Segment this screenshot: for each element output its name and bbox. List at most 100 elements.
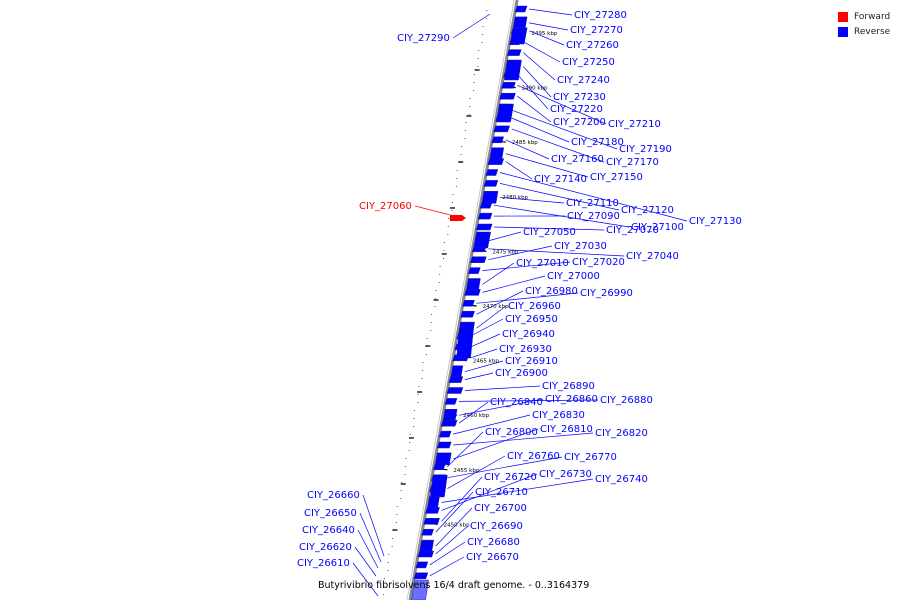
gene-label: CIY_26930 [499, 344, 552, 355]
gene-label: CIY_27000 [547, 271, 600, 282]
gene-label: CIY_27070 [606, 225, 659, 236]
leader-line [464, 372, 494, 380]
leader-line [482, 261, 571, 271]
track-dot [482, 26, 484, 27]
leader-line [453, 414, 531, 435]
legend-forward-label: Forward [854, 11, 891, 22]
leader-line [435, 507, 473, 547]
track-dot [418, 386, 420, 387]
leader-line [470, 333, 501, 348]
gene-label: CIY_27260 [566, 40, 619, 51]
reverse-gene-feature [504, 59, 522, 81]
track-dot [396, 506, 398, 507]
leader-line [359, 512, 382, 563]
gene-label: CIY_26740 [595, 474, 648, 485]
reverse-gene-feature [477, 212, 493, 220]
leader-line [414, 205, 463, 219]
gene-label: CIY_26860 [545, 394, 598, 405]
track-dot [401, 482, 403, 483]
leader-line [505, 153, 589, 178]
gene-label: CIY_27100 [631, 222, 684, 233]
reverse-gene-feature [432, 463, 446, 471]
gene-label: CIY_27170 [606, 157, 659, 168]
reverse-gene-feature [489, 147, 505, 160]
track-dot [485, 18, 487, 19]
gene-label: CIY_27020 [572, 257, 625, 268]
leader-line [523, 41, 561, 63]
leader-line [441, 476, 483, 522]
leader-line [505, 139, 550, 160]
track-dot [404, 466, 406, 467]
reverse-gene-feature [469, 256, 487, 263]
gene-label: CIY_26820 [595, 428, 648, 439]
leader-line [523, 52, 556, 81]
gene-label: CIY_26990 [580, 288, 633, 299]
track-dot [464, 130, 466, 131]
reverse-gene-feature [417, 550, 435, 558]
reverse-gene-feature [496, 103, 514, 123]
reverse-gene-feature [413, 572, 429, 580]
gene-label: CIY_27270 [570, 25, 623, 36]
leader-line [476, 305, 507, 329]
track-dot [451, 210, 453, 211]
leader-line [499, 183, 620, 211]
leader-line [464, 385, 541, 391]
ruler-tick-label: 2480 kbp [502, 195, 528, 201]
gene-label: CIY_26710 [475, 487, 528, 498]
gene-label: CIY_27060 [359, 201, 412, 212]
gene-label: CIY_27200 [553, 117, 606, 128]
reverse-gene-feature [411, 579, 429, 600]
leader-line [488, 248, 625, 257]
gene-label: CIY_27230 [553, 92, 606, 103]
track-dot [383, 586, 385, 587]
leader-line [362, 494, 385, 557]
gene-label: CIY_26610 [297, 558, 350, 569]
gene-label: CIY_27240 [557, 75, 610, 86]
reverse-gene-feature [415, 561, 429, 569]
reverse-gene-feature [473, 231, 491, 249]
reverse-gene-feature [460, 310, 475, 318]
reverse-gene-feature [448, 376, 464, 383]
track-dot [383, 594, 385, 595]
track-dot [465, 122, 467, 123]
track-dot [388, 554, 390, 555]
gene-label: CIY_26830 [532, 410, 585, 421]
genome-caption: Butyrivibrio fibrisolvens 16/4 draft gen… [318, 580, 589, 591]
track-dot [417, 402, 419, 403]
reverse-gene-feature [499, 92, 516, 100]
track-dot [469, 98, 471, 99]
gene-label: CIY_27280 [574, 10, 627, 21]
leader-line [499, 172, 688, 222]
gene-label: CIY_26840 [490, 397, 543, 408]
ruler-tick-label: 2495 kbp [531, 31, 557, 37]
gene-label: CIY_26690 [470, 521, 523, 532]
gene-label: CIY_26730 [539, 469, 592, 480]
gene-label: CIY_26680 [467, 537, 520, 548]
track-dot [435, 290, 437, 291]
track-dot [425, 354, 427, 355]
backbone-line [408, 0, 519, 600]
track-dot [469, 106, 471, 107]
gene-label: CIY_26940 [502, 329, 555, 340]
gene-label: CIY_27190 [619, 144, 672, 155]
reverse-gene-feature [485, 169, 499, 176]
track-dot [443, 258, 445, 259]
track-dot [430, 330, 432, 331]
reverse-gene-feature [483, 180, 499, 187]
track-dot [481, 42, 483, 43]
leader-line [499, 196, 565, 204]
gene-label: CIY_26700 [474, 503, 527, 514]
reverse-gene-feature [479, 201, 493, 209]
track-dot [439, 266, 441, 267]
track-dot [456, 178, 458, 179]
leader-line [488, 245, 553, 261]
leader-line [529, 30, 565, 46]
track-dot [443, 250, 445, 251]
track-dot [447, 234, 449, 235]
track-dot [413, 426, 415, 427]
track-dot [400, 498, 402, 499]
reverse-gene-feature [450, 365, 464, 378]
reverse-gene-feature [430, 474, 448, 498]
ruler-tick-label: 2450 kbp [444, 522, 470, 528]
track-dot [392, 538, 394, 539]
